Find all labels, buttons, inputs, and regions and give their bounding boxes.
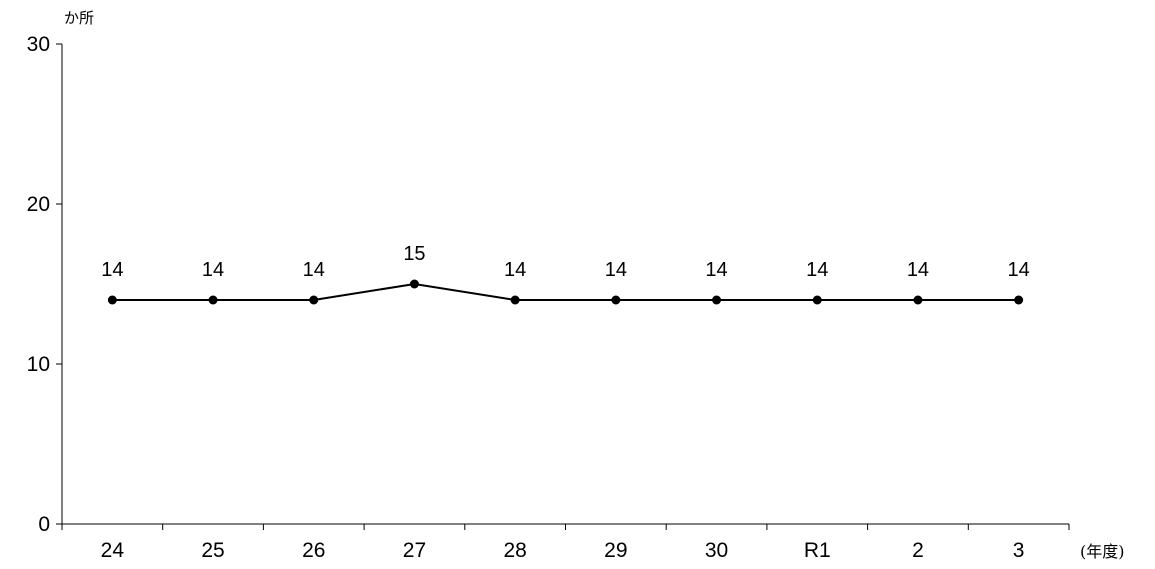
data-point — [611, 295, 621, 305]
x-tick-label: 3 — [1013, 539, 1025, 562]
x-axis-unit-label: (年度) — [1080, 542, 1125, 561]
y-tick-label: 0 — [38, 513, 50, 536]
x-tick-label: 28 — [503, 539, 526, 562]
data-label: 14 — [705, 259, 727, 281]
data-label: 14 — [202, 259, 224, 281]
x-tick-label: 29 — [604, 539, 627, 562]
data-point — [510, 295, 520, 305]
x-tick-label: R1 — [804, 539, 831, 562]
x-tick-label: 25 — [201, 539, 224, 562]
data-label: 15 — [403, 243, 425, 265]
data-point — [913, 295, 923, 305]
y-axis: 0 10 20 30 — [27, 33, 63, 536]
data-point — [409, 279, 419, 289]
data-label: 14 — [907, 259, 929, 281]
series-line — [112, 282, 1019, 301]
x-tick-label: 2 — [912, 539, 924, 562]
data-point — [208, 295, 218, 305]
data-labels: 14 14 14 15 14 14 14 14 14 14 — [101, 243, 1030, 281]
y-tick-label: 10 — [27, 353, 50, 376]
data-point — [812, 295, 822, 305]
data-point — [712, 295, 722, 305]
data-label: 14 — [605, 259, 627, 281]
x-tick-label: 30 — [705, 539, 728, 562]
y-axis-unit-label: か所 — [64, 9, 94, 27]
data-point — [107, 295, 117, 305]
data-label: 14 — [101, 259, 123, 281]
data-label: 14 — [806, 259, 828, 281]
x-tick-label: 24 — [101, 539, 125, 562]
y-tick-label: 20 — [27, 193, 50, 216]
y-tick-label: 30 — [27, 33, 50, 56]
x-tick-label: 27 — [403, 539, 426, 562]
x-tick-label: 26 — [302, 539, 325, 562]
data-label: 14 — [1008, 259, 1030, 281]
data-label: 14 — [504, 259, 526, 281]
data-point — [309, 295, 319, 305]
x-axis: 24 25 26 27 28 29 30 R1 2 3 — [61, 523, 1070, 562]
data-label: 14 — [303, 259, 325, 281]
series — [107, 279, 1024, 305]
data-point — [1014, 295, 1024, 305]
